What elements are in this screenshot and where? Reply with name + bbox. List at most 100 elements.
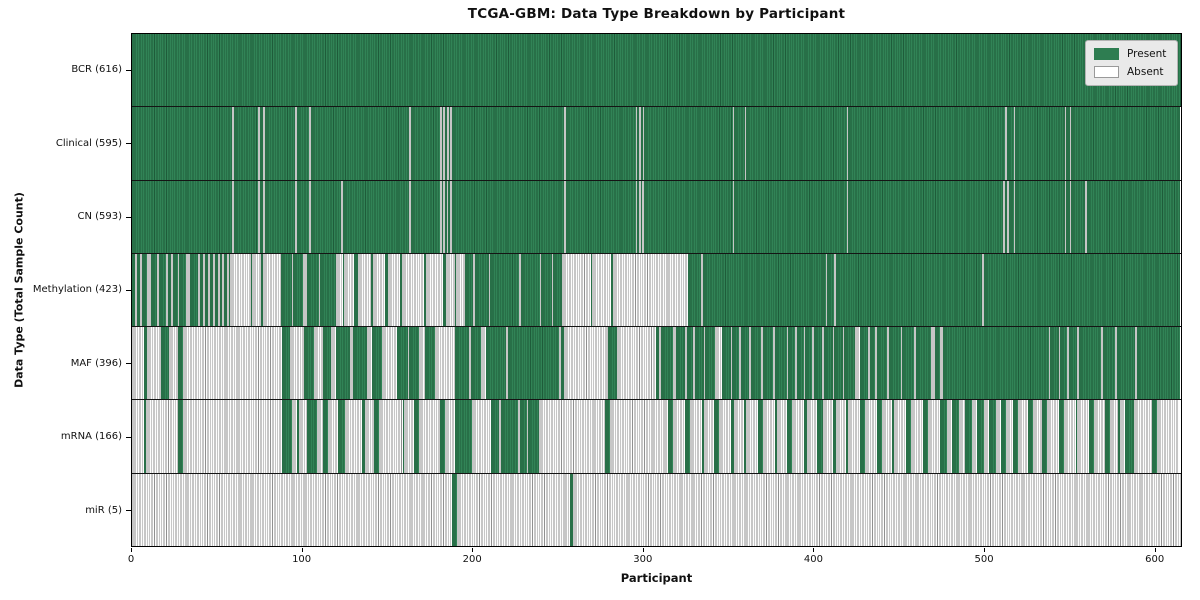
absent-cells [450,107,452,180]
present-cells [803,400,808,473]
absent-cells [886,327,889,400]
y-tick-label-mir: miR (5) [85,504,122,516]
present-cells [322,327,332,400]
absent-cells [673,400,685,473]
present-cells [520,253,540,327]
absent-cells [732,180,735,253]
present-cells [528,400,539,473]
x-tick-mark [472,548,474,552]
present-cells [1015,180,1065,253]
present-cells [439,400,445,473]
present-cells [373,400,379,473]
absent-cells [834,253,836,327]
present-cells [644,107,733,180]
legend: Present Absent [1085,40,1178,86]
absent-cells [443,180,446,253]
present-cells [1125,400,1134,473]
present-cells [397,327,408,400]
absent-cells [365,400,374,473]
present-cells [424,327,435,400]
absent-cells [910,400,923,473]
absent-cells [1077,400,1090,473]
present-cells [730,400,735,473]
present-cells [1068,327,1078,400]
present-cells [485,327,507,400]
present-cells [989,400,996,473]
absent-cells [425,253,443,327]
present-cells [722,327,731,400]
absent-cells [761,327,763,400]
present-cells [751,327,762,400]
absent-cells [812,327,814,400]
present-cells [260,253,263,327]
absent-cells [526,400,529,473]
absent-cells [684,327,687,400]
absent-cells [635,107,638,180]
present-cells [177,327,183,400]
absent-cells [659,327,662,400]
present-cells [1066,107,1070,180]
absent-cells [519,253,521,327]
absent-cells [147,253,151,327]
present-cells [965,400,973,473]
present-cells [464,253,474,327]
absent-cells [446,253,455,327]
present-cells [740,327,750,400]
present-cells [215,253,219,327]
x-tick-label-400: 400 [803,554,823,565]
present-cells [281,327,291,400]
present-cells [859,400,866,473]
present-cells [501,400,519,473]
present-cells [1136,327,1180,400]
y-tick-mark [126,143,131,145]
absent-cells [1069,107,1072,180]
x-tick-label-100: 100 [292,554,312,565]
present-cells [705,327,716,400]
absent-cells [773,327,775,400]
x-tick-mark [1154,548,1156,552]
present-cells [451,107,565,180]
absent-cells [409,107,412,180]
present-cells [343,180,410,253]
heatmap-row-mrna [132,399,1181,473]
absent-cells [132,400,144,473]
absent-cells [341,180,343,253]
present-cells [322,400,328,473]
present-cells [888,327,901,400]
absent-cells [972,400,978,473]
present-cells [734,107,745,180]
absent-cells [263,180,265,253]
absent-cells [564,107,566,180]
absent-cells [252,253,261,327]
present-cells [744,400,747,473]
present-cells [1089,400,1095,473]
absent-cells [419,327,425,400]
absent-swatch [1094,66,1119,78]
absent-cells [875,327,877,400]
absent-cells [472,400,491,473]
present-cells [786,400,792,473]
absent-cells [388,253,401,327]
absent-cells [1067,327,1069,400]
present-cells [361,400,366,473]
absent-cells [1013,180,1016,253]
absent-cells [208,253,210,327]
present-cells [336,327,350,400]
present-cells [337,400,345,473]
present-cells [441,180,444,253]
present-cells [259,180,264,253]
absent-cells [177,253,180,327]
x-tick-mark [813,548,815,552]
present-cells [132,34,1181,107]
present-cells [470,327,481,400]
absent-cells [882,400,893,473]
present-cells [805,327,813,400]
present-cells [455,400,473,473]
absent-cells [456,253,465,327]
absent-cells [344,400,362,473]
heatmap-row-mir [132,472,1181,546]
present-cells [320,253,336,327]
present-cells [1104,400,1110,473]
present-cells [859,327,869,400]
heatmap-plot [131,33,1182,547]
